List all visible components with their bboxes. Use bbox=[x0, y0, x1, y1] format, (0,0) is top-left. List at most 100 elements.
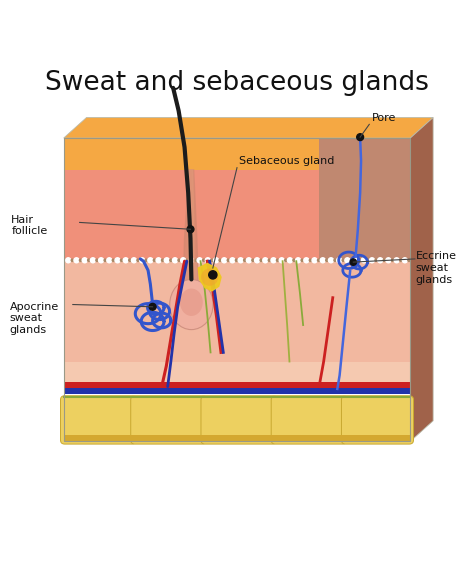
Circle shape bbox=[74, 258, 79, 263]
Circle shape bbox=[301, 259, 303, 261]
Circle shape bbox=[164, 258, 169, 263]
Circle shape bbox=[350, 259, 356, 265]
Circle shape bbox=[367, 259, 369, 261]
Circle shape bbox=[66, 258, 71, 263]
Polygon shape bbox=[319, 138, 410, 261]
Circle shape bbox=[378, 258, 383, 263]
FancyBboxPatch shape bbox=[64, 382, 410, 388]
Circle shape bbox=[236, 259, 237, 261]
Polygon shape bbox=[198, 264, 221, 291]
Circle shape bbox=[145, 259, 147, 261]
Circle shape bbox=[358, 259, 361, 261]
Circle shape bbox=[104, 259, 106, 261]
Circle shape bbox=[279, 258, 284, 263]
Circle shape bbox=[120, 259, 123, 261]
Circle shape bbox=[312, 258, 317, 263]
Circle shape bbox=[148, 258, 153, 263]
Circle shape bbox=[227, 259, 229, 261]
Circle shape bbox=[255, 258, 260, 263]
Circle shape bbox=[115, 258, 120, 263]
Circle shape bbox=[310, 259, 311, 261]
Circle shape bbox=[252, 259, 254, 261]
Circle shape bbox=[383, 259, 385, 261]
Circle shape bbox=[131, 258, 137, 263]
Text: Pore: Pore bbox=[372, 114, 396, 123]
Circle shape bbox=[357, 133, 364, 140]
Circle shape bbox=[186, 259, 189, 261]
FancyBboxPatch shape bbox=[64, 389, 410, 394]
Circle shape bbox=[149, 303, 156, 310]
Circle shape bbox=[353, 258, 358, 263]
Circle shape bbox=[386, 258, 391, 263]
Circle shape bbox=[402, 258, 407, 263]
Circle shape bbox=[170, 259, 172, 261]
Polygon shape bbox=[183, 170, 198, 298]
Ellipse shape bbox=[201, 269, 219, 286]
Circle shape bbox=[328, 258, 334, 263]
Ellipse shape bbox=[170, 279, 213, 329]
Circle shape bbox=[91, 258, 95, 263]
Circle shape bbox=[271, 258, 276, 263]
Circle shape bbox=[246, 258, 251, 263]
Circle shape bbox=[392, 259, 394, 261]
Circle shape bbox=[285, 259, 287, 261]
Circle shape bbox=[82, 258, 87, 263]
Circle shape bbox=[334, 259, 336, 261]
FancyBboxPatch shape bbox=[64, 435, 410, 441]
Circle shape bbox=[375, 259, 377, 261]
Text: Sweat and sebaceous glands: Sweat and sebaceous glands bbox=[45, 70, 429, 95]
Circle shape bbox=[205, 258, 210, 263]
Circle shape bbox=[156, 258, 161, 263]
Circle shape bbox=[394, 258, 399, 263]
FancyBboxPatch shape bbox=[131, 396, 207, 444]
Circle shape bbox=[296, 258, 301, 263]
FancyBboxPatch shape bbox=[64, 138, 410, 170]
Circle shape bbox=[222, 258, 227, 263]
FancyBboxPatch shape bbox=[271, 396, 347, 444]
Polygon shape bbox=[188, 170, 195, 291]
Circle shape bbox=[194, 259, 197, 261]
Text: Apocrine
sweat
glands: Apocrine sweat glands bbox=[10, 302, 59, 335]
Circle shape bbox=[318, 259, 320, 261]
Text: Sebaceous gland: Sebaceous gland bbox=[239, 156, 335, 166]
Circle shape bbox=[181, 258, 186, 263]
Circle shape bbox=[211, 259, 213, 261]
Circle shape bbox=[187, 226, 194, 233]
Circle shape bbox=[276, 259, 279, 261]
Circle shape bbox=[244, 259, 246, 261]
Circle shape bbox=[123, 258, 128, 263]
Circle shape bbox=[107, 258, 112, 263]
Circle shape bbox=[96, 259, 98, 261]
Circle shape bbox=[71, 259, 73, 261]
Circle shape bbox=[287, 258, 292, 263]
Circle shape bbox=[337, 258, 342, 263]
Circle shape bbox=[263, 258, 268, 263]
Circle shape bbox=[408, 259, 410, 261]
Circle shape bbox=[140, 258, 145, 263]
Circle shape bbox=[345, 258, 350, 263]
Circle shape bbox=[178, 259, 180, 261]
Circle shape bbox=[88, 259, 90, 261]
Circle shape bbox=[80, 259, 82, 261]
Circle shape bbox=[350, 259, 353, 261]
Circle shape bbox=[173, 258, 177, 263]
Circle shape bbox=[128, 259, 131, 261]
Circle shape bbox=[213, 258, 219, 263]
Polygon shape bbox=[410, 118, 433, 441]
Circle shape bbox=[320, 258, 325, 263]
Circle shape bbox=[293, 259, 295, 261]
Circle shape bbox=[112, 259, 115, 261]
FancyBboxPatch shape bbox=[64, 170, 410, 261]
FancyBboxPatch shape bbox=[341, 396, 413, 444]
FancyBboxPatch shape bbox=[64, 397, 410, 441]
Circle shape bbox=[361, 258, 366, 263]
Circle shape bbox=[304, 258, 309, 263]
Circle shape bbox=[326, 259, 328, 261]
FancyBboxPatch shape bbox=[64, 362, 410, 382]
Circle shape bbox=[268, 259, 271, 261]
Circle shape bbox=[400, 259, 402, 261]
Circle shape bbox=[202, 259, 205, 261]
Circle shape bbox=[153, 259, 155, 261]
Circle shape bbox=[238, 258, 243, 263]
FancyBboxPatch shape bbox=[64, 261, 410, 362]
